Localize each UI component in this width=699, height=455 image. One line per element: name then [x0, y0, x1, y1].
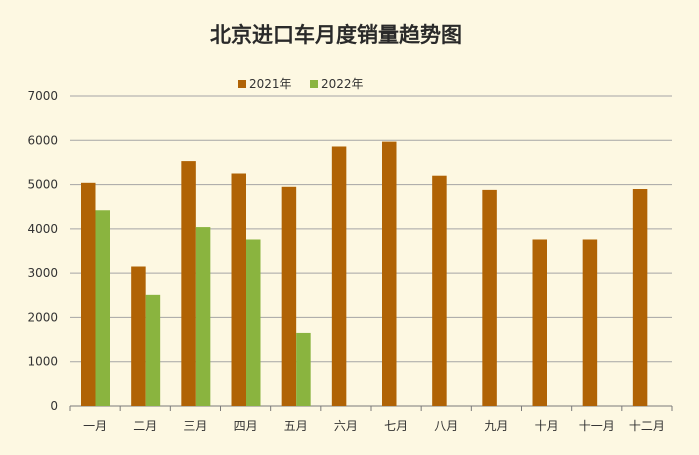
x-tick-label: 三月 [183, 419, 207, 433]
legend: 2021年 2022年 [238, 77, 364, 91]
x-tick-label: 一月 [83, 419, 107, 433]
bar-series-1 [331, 146, 347, 406]
x-tick-label: 六月 [334, 419, 358, 433]
x-tick-label: 十月 [535, 419, 559, 433]
bar-series-1 [131, 266, 146, 406]
x-tick-label: 九月 [484, 419, 508, 433]
axes: 0 1000 2000 3000 4000 5000 6000 7000 一月 二月 三月 四月 五月 六… [27, 89, 673, 433]
bar-series-1 [382, 141, 397, 406]
y-tick-label: 5000 [27, 178, 58, 192]
x-tick-label: 二月 [133, 419, 157, 433]
y-tick-label: 2000 [27, 310, 58, 324]
bar-series-2 [95, 210, 110, 406]
bar-series-1 [231, 173, 246, 406]
bar-series-1 [181, 161, 196, 406]
chart-title: 北京进口车月度销量趋势图 [210, 23, 462, 47]
bar-series-1 [81, 182, 96, 406]
bar-series-1 [281, 186, 297, 406]
gridlines [70, 95, 672, 407]
x-tick-label: 五月 [284, 419, 308, 433]
y-tick-label: 4000 [27, 222, 58, 236]
bar-series-2 [296, 332, 311, 406]
y-tick-label: 0 [50, 399, 58, 413]
legend-label: 2022年 [321, 77, 364, 91]
bar-series-2 [246, 239, 261, 406]
bar-series-1 [482, 189, 497, 406]
x-tick-label: 四月 [234, 419, 258, 433]
legend-label: 2021年 [249, 77, 292, 91]
x-tick-label: 八月 [434, 419, 458, 433]
bar-series-2 [195, 227, 211, 406]
bar-series-1 [582, 239, 598, 406]
legend-swatch [238, 80, 246, 88]
x-tick-label: 七月 [384, 419, 408, 433]
legend-swatch [310, 80, 318, 88]
y-tick-label: 7000 [27, 89, 58, 103]
bar-series-1 [432, 175, 447, 406]
bars [81, 141, 648, 406]
x-tick-label: 十二月 [629, 419, 665, 433]
bar-series-2 [145, 294, 161, 406]
y-tick-label: 6000 [27, 133, 58, 147]
bar-series-1 [632, 189, 648, 406]
bar-series-1 [532, 239, 547, 406]
x-tick-label: 十一月 [579, 419, 615, 433]
y-tick-label: 3000 [27, 266, 58, 280]
y-tick-label: 1000 [27, 355, 58, 369]
